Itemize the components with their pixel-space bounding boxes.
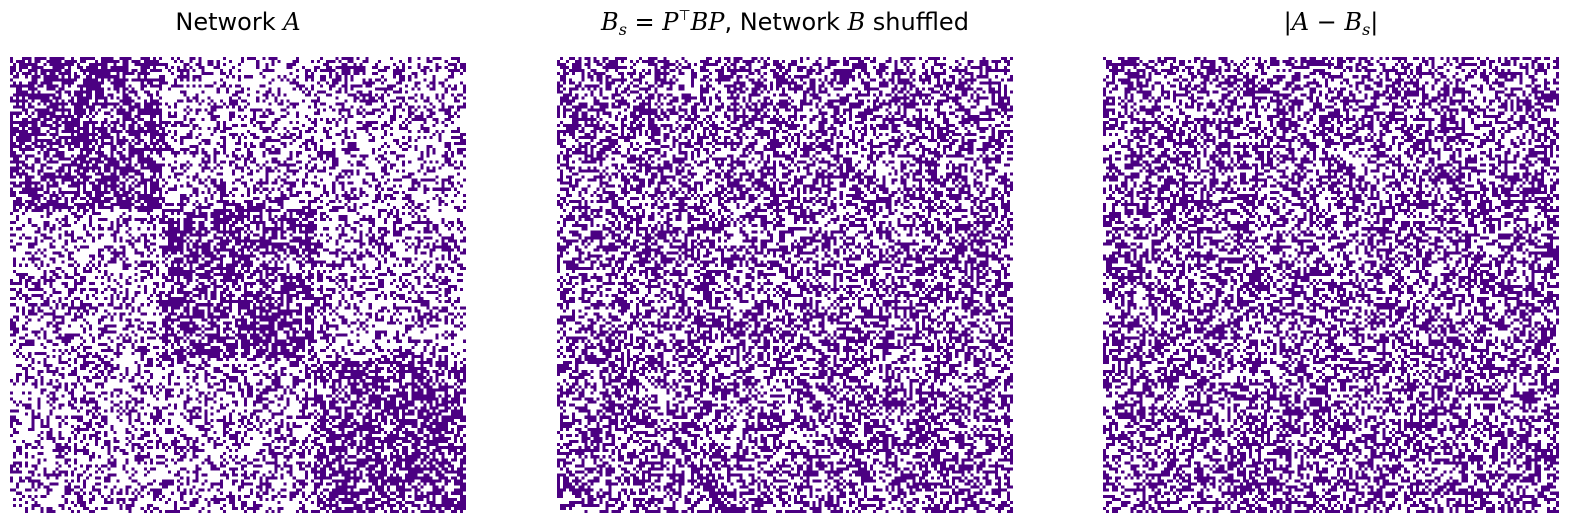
heatmap-network-a: [10, 57, 466, 513]
panel-title-network-b-shuffled: Bs = P⊤BP, Network B shuffled: [601, 8, 969, 39]
heatmap-network-b-shuffled: [557, 57, 1013, 513]
heatmap-difference: [1103, 57, 1559, 513]
panel-title-difference: |A − Bs|: [1283, 8, 1379, 39]
panel-title-network-a: Network A: [175, 8, 301, 36]
panel-difference: |A − Bs|: [1103, 0, 1559, 523]
panel-network-a: Network A: [10, 0, 466, 523]
panel-network-b-shuffled: Bs = P⊤BP, Network B shuffled: [557, 0, 1013, 523]
